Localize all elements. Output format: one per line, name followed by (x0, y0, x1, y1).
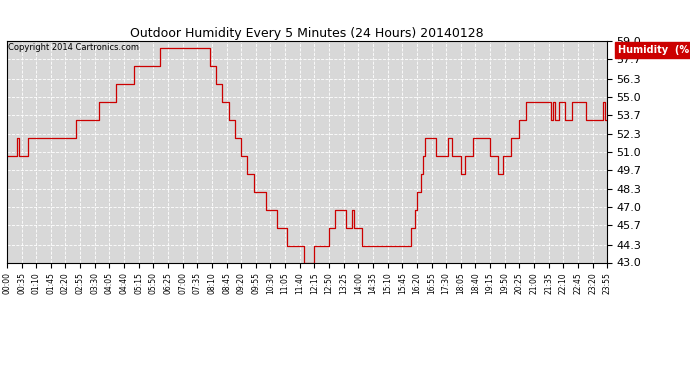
Title: Outdoor Humidity Every 5 Minutes (24 Hours) 20140128: Outdoor Humidity Every 5 Minutes (24 Hou… (130, 27, 484, 40)
Text: Humidity  (%): Humidity (%) (618, 45, 690, 55)
Text: Copyright 2014 Cartronics.com: Copyright 2014 Cartronics.com (8, 43, 139, 52)
